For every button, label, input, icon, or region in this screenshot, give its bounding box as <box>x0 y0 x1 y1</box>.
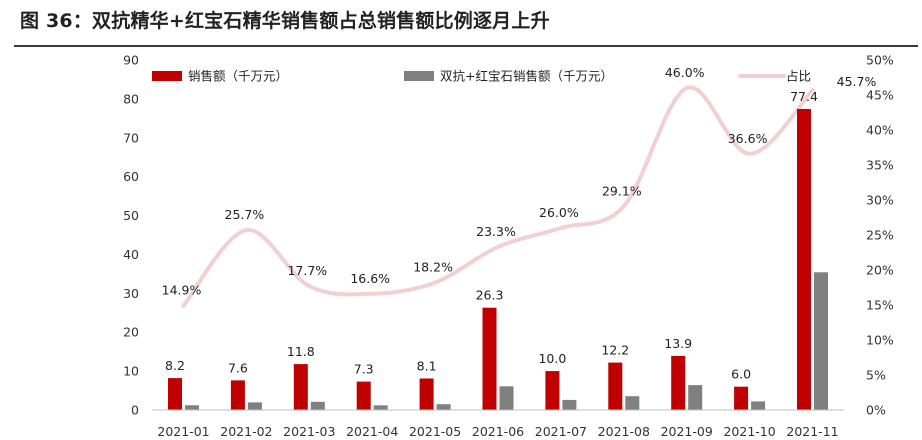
ratio-value-label: 36.6% <box>728 131 768 146</box>
ratio-value-label: 26.0% <box>539 205 579 220</box>
sales-bar-2021-08 <box>608 362 623 410</box>
x-axis-tick-label: 2021-03 <box>283 424 335 439</box>
y-axis-tick-label: 10 <box>123 364 139 379</box>
ratio-line-layer <box>181 85 815 308</box>
ratio-value-label: 23.3% <box>476 224 516 239</box>
legend-label: 占比 <box>786 69 811 84</box>
sales-value-label: 26.3 <box>476 288 504 303</box>
ratio-value-label: 17.7% <box>287 263 327 278</box>
y2-axis-tick-label: 0% <box>866 403 886 418</box>
y-axis-tick-label: 40 <box>123 247 139 262</box>
y-axis-tick-label: 20 <box>123 325 139 340</box>
ratio-line <box>181 85 815 308</box>
y-axis-tick-label: 60 <box>123 169 139 184</box>
y2-axis-tick-label: 35% <box>866 158 894 173</box>
sales-value-label: 7.6 <box>228 360 248 375</box>
y-axis-tick-label: 70 <box>123 130 139 145</box>
x-axis-tick-label: 2021-04 <box>346 424 398 439</box>
sales-bar-2021-03 <box>293 364 308 410</box>
sales-value-label: 10.0 <box>538 351 566 366</box>
x-axis-tick-label: 2021-06 <box>472 424 524 439</box>
combo-bar-2021-07 <box>562 399 577 410</box>
y-axis-tick-label: 50 <box>123 208 139 223</box>
sales-value-label: 12.2 <box>601 343 629 358</box>
y2-axis-tick-label: 5% <box>866 368 886 383</box>
combo-bar-2021-05 <box>436 404 451 410</box>
legend-label: 销售额（千万元） <box>188 69 288 84</box>
combo-bar-2021-02 <box>247 402 262 410</box>
ratio-value-label: 29.1% <box>602 183 642 198</box>
sales-value-label: 7.3 <box>354 362 374 377</box>
sales-bar-2021-10 <box>734 386 749 410</box>
figure-title: 图 36：双抗精华+红宝石精华销售额占总销售额比例逐月上升 <box>20 10 550 32</box>
x-axis-tick-label: 2021-08 <box>598 424 650 439</box>
sales-bar-2021-06 <box>482 307 497 410</box>
combo-bar-2021-06 <box>499 386 514 410</box>
x-axis-tick-label: 2021-11 <box>786 424 838 439</box>
legend-label: 双抗+红宝石销售额（千万元） <box>440 69 613 84</box>
combo-bar-2021-09 <box>688 385 703 410</box>
y-axis-tick-label: 80 <box>123 91 139 106</box>
sales-value-label: 13.9 <box>664 336 692 351</box>
legend-swatch <box>404 71 434 81</box>
sales-value-label: 77.4 <box>790 89 818 104</box>
y2-axis-tick-label: 10% <box>866 333 894 348</box>
y2-axis-tick-label: 15% <box>866 298 894 313</box>
sales-bar-2021-11 <box>797 109 811 410</box>
x-axis-tick-label: 2021-09 <box>661 424 713 439</box>
combo-bar-2021-08 <box>625 396 640 410</box>
sales-value-label: 11.8 <box>287 344 315 359</box>
y2-axis-tick-label: 25% <box>866 228 894 243</box>
ratio-value-label: 18.2% <box>413 260 453 275</box>
y-axis-tick-label: 0 <box>131 403 139 418</box>
sales-bar-2021-04 <box>356 381 371 410</box>
y2-axis-tick-label: 20% <box>866 263 894 278</box>
ratio-value-label: 46.0% <box>665 65 705 80</box>
combo-bar-2021-10 <box>751 401 766 410</box>
y-axis-tick-label: 90 <box>123 53 139 68</box>
ratio-value-label: 45.7% <box>837 74 877 89</box>
bars-layer <box>168 109 828 410</box>
title-divider <box>14 45 918 47</box>
legend: 销售额（千万元） 双抗+红宝石销售额（千万元） 占比 <box>152 69 811 84</box>
x-axis-tick-label: 2021-10 <box>723 424 775 439</box>
ratio-value-label: 16.6% <box>350 271 390 286</box>
x-axis-tick-label: 2021-05 <box>409 424 461 439</box>
combo-bar-2021-01 <box>185 405 199 410</box>
sales-bar-2021-09 <box>671 355 686 410</box>
y2-axis-tick-label: 45% <box>866 88 894 103</box>
legend-swatch <box>152 71 182 81</box>
sales-value-label: 6.0 <box>731 367 751 382</box>
combo-bar-2021-11 <box>814 272 828 410</box>
axes-layer: 0 10 20 30 40 50 60 70 80 90 0% 5% 10% 15% 20% 25% 30% 35… <box>123 53 894 440</box>
combo-bar-2021-03 <box>310 401 325 410</box>
ratio-value-label: 14.9% <box>162 283 202 298</box>
sales-bar-2021-07 <box>545 371 560 410</box>
sales-value-label: 8.1 <box>417 359 437 374</box>
y-axis-tick-label: 30 <box>123 286 139 301</box>
ratio-value-label: 25.7% <box>225 207 265 222</box>
y2-axis-tick-label: 40% <box>866 123 894 138</box>
sales-bar-2021-02 <box>230 380 245 410</box>
y2-axis-tick-label: 30% <box>866 193 894 208</box>
y2-axis-tick-label: 50% <box>866 53 894 68</box>
combo-bar-2021-04 <box>373 405 388 410</box>
x-axis-tick-label: 2021-02 <box>220 424 272 439</box>
data-labels-layer: 8.2 7.6 11.8 7.3 8.1 26.3 10.0 12.2 13.9 6.0 77.4 1… <box>162 65 877 382</box>
x-axis-tick-label: 2021-01 <box>157 424 209 439</box>
sales-bar-2021-05 <box>419 378 434 410</box>
sales-value-label: 8.2 <box>165 358 185 373</box>
x-axis-tick-label: 2021-07 <box>535 424 587 439</box>
sales-bar-2021-01 <box>168 378 182 410</box>
